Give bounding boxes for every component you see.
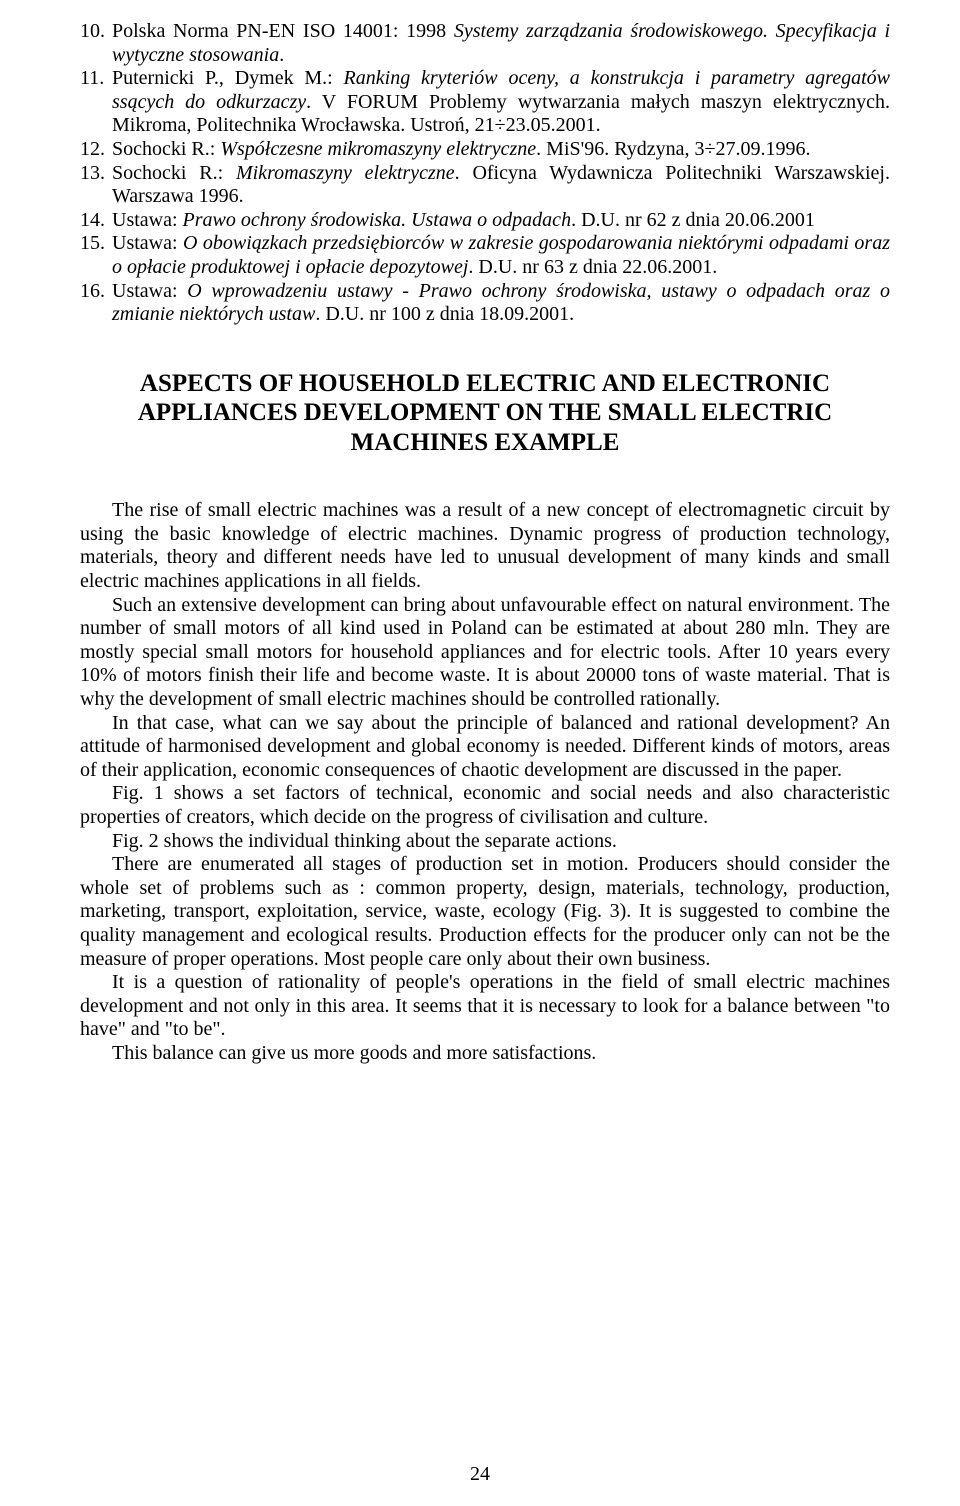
references-list: 10.Polska Norma PN-EN ISO 14001: 1998 Sy…: [80, 20, 890, 327]
reference-text: Sochocki R.: Współczesne mikromaszyny el…: [112, 138, 890, 162]
page-number: 24: [0, 1463, 960, 1486]
reference-item: 13.Sochocki R.: Mikromaszyny elektryczne…: [80, 162, 890, 209]
reference-number: 11.: [80, 67, 112, 138]
reference-text: Polska Norma PN-EN ISO 14001: 1998 Syste…: [112, 20, 890, 67]
reference-item: 12.Sochocki R.: Współczesne mikromaszyny…: [80, 138, 890, 162]
reference-text: Puternicki P., Dymek M.: Ranking kryteri…: [112, 67, 890, 138]
body-paragraph: Fig. 1 shows a set factors of technical,…: [80, 782, 890, 829]
body-paragraph: Such an extensive development can bring …: [80, 594, 890, 712]
reference-number: 13.: [80, 162, 112, 209]
body-paragraph: Fig. 2 shows the individual thinking abo…: [80, 830, 890, 854]
reference-item: 11.Puternicki P., Dymek M.: Ranking kryt…: [80, 67, 890, 138]
reference-item: 15.Ustawa: O obowiązkach przedsiębiorców…: [80, 232, 890, 279]
reference-number: 15.: [80, 232, 112, 279]
reference-text: Sochocki R.: Mikromaszyny elektryczne. O…: [112, 162, 890, 209]
reference-text: Ustawa: Prawo ochrony środowiska. Ustawa…: [112, 209, 890, 233]
body-paragraph: The rise of small electric machines was …: [80, 499, 890, 593]
reference-item: 16.Ustawa: O wprowadzeniu ustawy - Prawo…: [80, 280, 890, 327]
reference-text: Ustawa: O wprowadzeniu ustawy - Prawo oc…: [112, 280, 890, 327]
reference-number: 16.: [80, 280, 112, 327]
reference-number: 10.: [80, 20, 112, 67]
reference-item: 14.Ustawa: Prawo ochrony środowiska. Ust…: [80, 209, 890, 233]
body-paragraph: There are enumerated all stages of produ…: [80, 853, 890, 971]
body-paragraph: It is a question of rationality of peopl…: [80, 971, 890, 1042]
body-paragraph: In that case, what can we say about the …: [80, 712, 890, 783]
reference-number: 14.: [80, 209, 112, 233]
reference-number: 12.: [80, 138, 112, 162]
body-paragraph: This balance can give us more goods and …: [80, 1042, 890, 1066]
article-title: ASPECTS OF HOUSEHOLD ELECTRIC AND ELECTR…: [80, 369, 890, 458]
reference-item: 10.Polska Norma PN-EN ISO 14001: 1998 Sy…: [80, 20, 890, 67]
reference-text: Ustawa: O obowiązkach przedsiębiorców w …: [112, 232, 890, 279]
body-text: The rise of small electric machines was …: [80, 499, 890, 1065]
